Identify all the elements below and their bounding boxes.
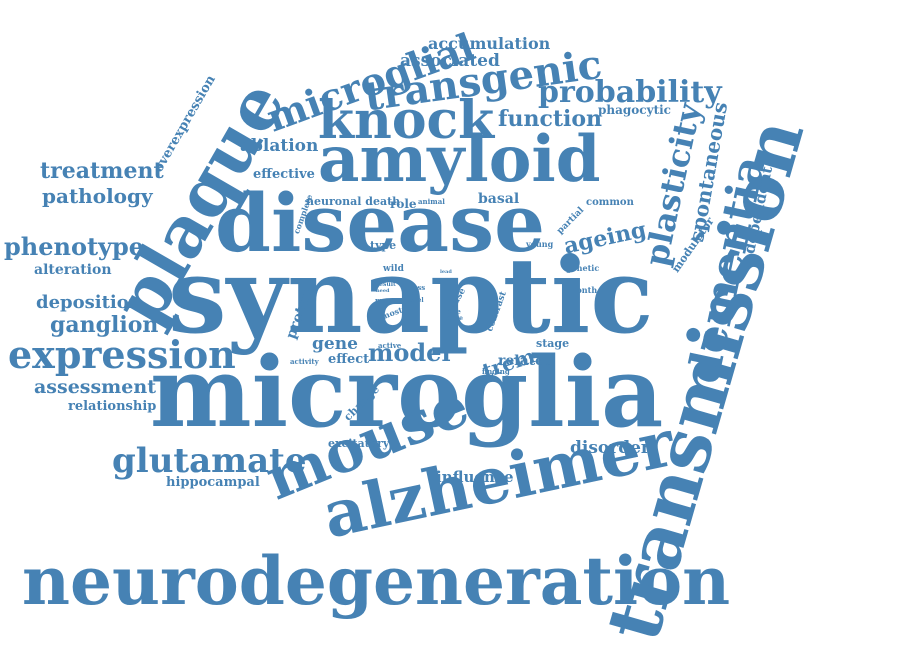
word-assessment: assessment bbox=[34, 376, 156, 398]
word-alteration: alteration bbox=[34, 262, 112, 278]
word-influence: influence bbox=[436, 468, 514, 486]
word-young: young bbox=[526, 239, 554, 249]
word-neuronal-death: neuronal death bbox=[306, 195, 401, 208]
word-ablation: ablation bbox=[240, 136, 319, 156]
word-model: model bbox=[368, 338, 451, 367]
word-active: active bbox=[378, 341, 402, 350]
word-type: type bbox=[370, 239, 397, 252]
word-probability: probability bbox=[538, 75, 722, 110]
word-line: line bbox=[446, 307, 461, 316]
word-result: result bbox=[376, 281, 396, 288]
word-stage: stage bbox=[536, 337, 570, 350]
word-accumulation: accumulation bbox=[428, 34, 551, 53]
word-relationship: relationship bbox=[68, 399, 157, 414]
word-amyloid: amyloid bbox=[318, 122, 601, 197]
word-synaptic: synaptic bbox=[168, 234, 654, 357]
word-need: need bbox=[376, 288, 390, 294]
word-disease: disease bbox=[215, 176, 546, 270]
word-hippocampal: hippocampal bbox=[166, 475, 260, 490]
word-excitatory: excitatory bbox=[328, 437, 390, 450]
word-phagocytic: phagocytic bbox=[598, 103, 671, 117]
word-its: its bbox=[412, 291, 420, 297]
word-effect: effect bbox=[328, 352, 370, 367]
word-effective: effective bbox=[253, 167, 315, 182]
word-common: common bbox=[586, 197, 634, 208]
word-glutamate: glutamate bbox=[112, 441, 307, 481]
word-disorder: disorder bbox=[570, 438, 650, 458]
word-level: level bbox=[408, 297, 424, 304]
word-neurodegeneration: neurodegeneration bbox=[22, 542, 731, 620]
word-animal: animal bbox=[418, 197, 445, 206]
word-function: function bbox=[498, 106, 603, 132]
word-drive: drive bbox=[446, 315, 463, 322]
word-genetic: genetic bbox=[566, 263, 600, 273]
word-treatment: treatment bbox=[40, 158, 164, 184]
word-pathology: pathology bbox=[42, 184, 153, 208]
word-lead: lead bbox=[440, 269, 452, 275]
word-finding: finding bbox=[482, 367, 510, 376]
word-knock: knock bbox=[318, 90, 495, 151]
word-microglia: microglia bbox=[150, 336, 664, 449]
word-deposition: deposition bbox=[36, 292, 142, 313]
word-ganglion: ganglion bbox=[50, 312, 159, 338]
word-basal: basal bbox=[478, 191, 520, 207]
word-role: role bbox=[390, 197, 417, 211]
word-related: related bbox=[498, 353, 554, 369]
word-phenotype: phenotype bbox=[4, 232, 145, 261]
word-loss: loss bbox=[410, 283, 426, 292]
word-expression: expression bbox=[8, 332, 236, 377]
word-activity: activity bbox=[290, 357, 319, 366]
word-associated: associated bbox=[400, 51, 500, 71]
word-more: more bbox=[375, 296, 396, 305]
word-wild: wild bbox=[383, 264, 404, 274]
word-gene: gene bbox=[312, 334, 358, 354]
word-month: month bbox=[568, 285, 598, 295]
